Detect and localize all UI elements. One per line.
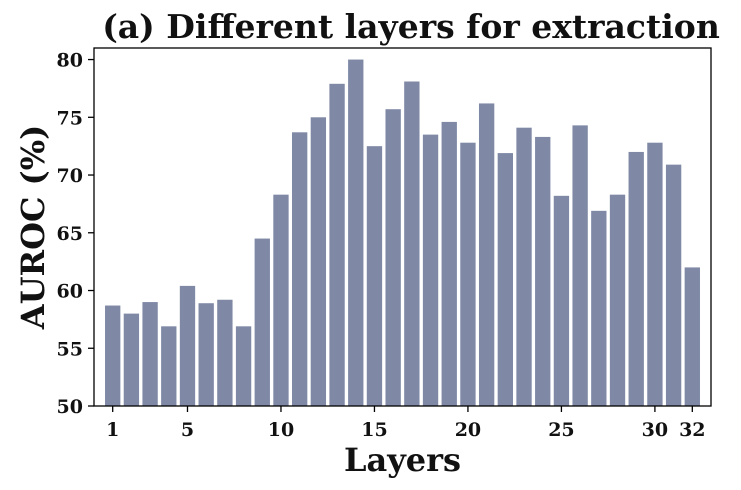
bar-layer-19 xyxy=(441,121,457,407)
bar-layer-8 xyxy=(235,326,252,406)
y-tick-label: 80 xyxy=(57,50,83,72)
bar-layer-24 xyxy=(535,136,551,406)
plot-frame xyxy=(93,47,712,407)
x-tick-label: 20 xyxy=(455,419,481,441)
bar-layer-20 xyxy=(460,142,476,406)
y-tick-label: 75 xyxy=(57,107,83,129)
y-axis: 50 55 60 65 70 75 80 xyxy=(57,50,94,418)
bar-layer-23 xyxy=(516,127,532,406)
bar-layer-18 xyxy=(422,134,439,406)
bar-layer-12 xyxy=(310,117,327,407)
bar-layer-11 xyxy=(292,132,308,406)
y-tick-label: 60 xyxy=(57,281,83,303)
x-tick-label: 32 xyxy=(679,419,705,441)
bar-layer-16 xyxy=(385,109,401,406)
x-tick-label: 25 xyxy=(548,419,574,441)
bar-layer-3 xyxy=(142,302,158,406)
y-tick-label: 50 xyxy=(57,396,83,418)
bar-layer-7 xyxy=(217,299,233,406)
x-axis: 1 5 10 15 20 25 30 32 xyxy=(106,406,706,441)
bar-layer-26 xyxy=(572,125,588,406)
bar-layer-21 xyxy=(478,103,495,407)
bar-layer-14 xyxy=(348,59,364,406)
bar-layer-27 xyxy=(591,210,607,406)
bar-layer-30 xyxy=(647,142,663,406)
bar-layer-31 xyxy=(665,164,682,406)
bar-layer-32 xyxy=(684,267,700,406)
x-tick-label: 30 xyxy=(642,419,668,441)
bar-layer-29 xyxy=(628,151,644,406)
x-tick-label: 15 xyxy=(361,419,387,441)
bar-layer-1 xyxy=(105,305,121,406)
x-tick-label: 10 xyxy=(268,419,294,441)
x-axis-label: Layers xyxy=(344,441,461,479)
y-axis-label: AUROC (%) xyxy=(14,125,52,331)
bar-layer-25 xyxy=(553,195,570,406)
x-tick-label: 1 xyxy=(106,419,119,441)
bar-layer-17 xyxy=(404,81,420,406)
bar-layer-10 xyxy=(273,194,289,406)
bar-layer-4 xyxy=(161,326,177,406)
bar-layer-13 xyxy=(329,83,345,407)
bar-layer-28 xyxy=(609,194,626,406)
bar-layer-5 xyxy=(179,285,196,406)
chart-title: (a) Different layers for extraction xyxy=(102,7,720,46)
x-tick-label: 5 xyxy=(181,419,194,441)
bar-layer-15 xyxy=(366,146,383,406)
bar-layer-9 xyxy=(254,238,270,406)
bars-group xyxy=(105,59,700,407)
y-tick-label: 55 xyxy=(57,338,83,360)
bar-layer-22 xyxy=(497,153,513,406)
bar-layer-6 xyxy=(198,303,214,406)
y-tick-label: 70 xyxy=(57,165,83,187)
y-tick-label: 65 xyxy=(57,223,83,245)
bar-layer-2 xyxy=(123,313,140,406)
